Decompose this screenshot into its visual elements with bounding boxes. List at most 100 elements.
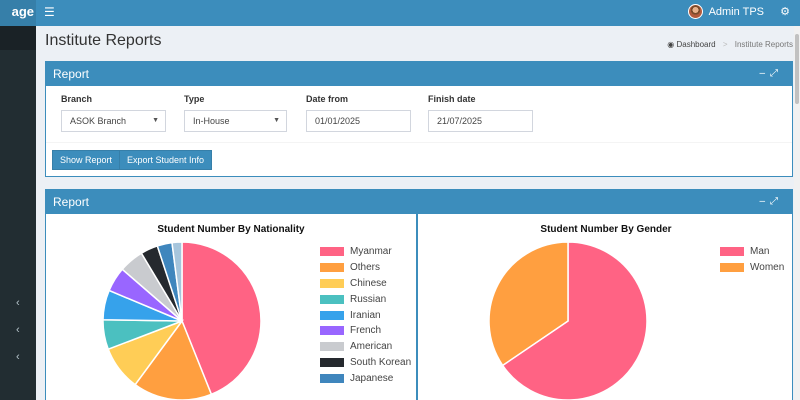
- brand-logo[interactable]: age: [0, 0, 36, 26]
- gender-chart-title: Student Number By Gender: [540, 224, 672, 235]
- gender-legend: Man Women: [720, 244, 784, 276]
- collapse-icon[interactable]: –: [759, 68, 770, 79]
- branch-value: ASOK Branch: [70, 116, 127, 126]
- legend-item-iranian[interactable]: Iranian: [320, 307, 411, 323]
- pie-slice-others[interactable]: [134, 319, 213, 400]
- legend-item-myanmar[interactable]: Myanmar: [320, 244, 411, 260]
- nationality-legend: Myanmar Others Chinese Russian Iranian French…: [320, 244, 411, 386]
- legend-label: South Korean: [350, 356, 412, 368]
- username: Admin TPS: [708, 5, 764, 18]
- filter-form: Branch ASOK Branch ▼ Type In-House ▼ Dat…: [46, 86, 792, 142]
- legend-label: Women: [750, 262, 785, 274]
- legend-item-man[interactable]: Man: [720, 244, 784, 260]
- avatar: [687, 4, 703, 19]
- report-filter-box: Report –⤢ Branch ASOK Branch ▼ Type In-H…: [45, 61, 793, 177]
- legend-item-others[interactable]: Others: [320, 260, 411, 276]
- date-from-label: Date from: [306, 94, 349, 104]
- breadcrumb-current: Institute Reports: [734, 40, 793, 49]
- breadcrumb-separator: >: [722, 40, 728, 49]
- sidebar-toggle-icon[interactable]: ☰: [44, 5, 55, 19]
- date-from-group: Date from 01/01/2025: [306, 94, 411, 132]
- date-from-input[interactable]: 01/01/2025: [306, 110, 411, 132]
- legend-swatch: [320, 247, 344, 257]
- user-menu[interactable]: Admin TPS: [687, 4, 764, 19]
- expand-icon[interactable]: ⤢: [770, 196, 783, 207]
- legend-label: Man: [750, 246, 770, 258]
- finish-date-value: 21/07/2025: [437, 116, 483, 126]
- box-title: Report: [53, 195, 90, 209]
- nationality-chart-title: Student Number By Nationality: [157, 224, 305, 235]
- breadcrumb: ◉ Dashboard > Institute Reports: [667, 40, 793, 49]
- branch-label: Branch: [61, 94, 93, 104]
- pie-slice-myanmar[interactable]: [181, 241, 262, 396]
- pie-slice-man[interactable]: [501, 241, 648, 400]
- brand-text: age: [11, 4, 34, 19]
- finish-date-input[interactable]: 21/07/2025: [428, 110, 533, 132]
- collapse-icon[interactable]: –: [759, 196, 770, 207]
- legend-swatch: [720, 247, 744, 257]
- nationality-pie-chart: [102, 241, 262, 400]
- date-from-value: 01/01/2025: [315, 116, 361, 126]
- pie-slice-women[interactable]: [488, 241, 569, 367]
- legend-item-chinese[interactable]: Chinese: [320, 276, 411, 292]
- sidebar-active-item[interactable]: [0, 26, 36, 50]
- legend-label: Japanese: [350, 372, 394, 384]
- gender-pie-chart: [488, 241, 648, 400]
- button-row: Show Report Export Student Info: [46, 142, 792, 176]
- legend-label: Iranian: [350, 309, 381, 321]
- box-tools: –⤢: [759, 62, 783, 86]
- gears-icon[interactable]: ⚙: [780, 6, 790, 18]
- box-header: Report –⤢: [46, 190, 792, 214]
- box-tools: –⤢: [759, 190, 783, 214]
- chevron-down-icon: ▼: [273, 117, 280, 124]
- legend-item-american[interactable]: American: [320, 339, 411, 355]
- legend-item-japanese[interactable]: Japanese: [320, 370, 411, 386]
- finish-date-label: Finish date: [428, 94, 476, 104]
- legend-item-russian[interactable]: Russian: [320, 291, 411, 307]
- top-navbar: ☰ Admin TPS ⚙: [36, 0, 800, 26]
- finish-date-group: Finish date 21/07/2025: [428, 94, 533, 132]
- legend-label: French: [350, 325, 382, 337]
- page-title: Institute Reports: [45, 32, 162, 49]
- pie-slice-unlabeled-9[interactable]: [171, 241, 183, 322]
- branch-select[interactable]: ASOK Branch ▼: [61, 110, 166, 132]
- type-value: In-House: [193, 116, 230, 126]
- page-scrollbar[interactable]: [794, 26, 800, 400]
- legend-label: Others: [350, 262, 381, 274]
- legend-swatch: [320, 342, 344, 352]
- legend-swatch: [320, 263, 344, 273]
- content-header: Institute Reports ◉ Dashboard > Institut…: [45, 32, 793, 56]
- legend-swatch: [320, 294, 344, 304]
- sidebar-expand-chevron-icon[interactable]: ‹: [16, 297, 20, 309]
- nationality-chart-panel: Student Number By Nationality Myanmar Oth…: [46, 214, 418, 400]
- report-chart-box: Report –⤢ Student Number By Nationality …: [45, 189, 793, 400]
- sidebar-expand-chevron-icon[interactable]: ‹: [16, 351, 20, 363]
- legend-label: Myanmar: [350, 246, 392, 258]
- scrollbar-thumb[interactable]: [795, 34, 799, 104]
- legend-swatch: [720, 263, 744, 273]
- dashboard-icon: ◉: [667, 40, 675, 49]
- legend-swatch: [320, 357, 344, 367]
- legend-swatch: [320, 278, 344, 288]
- legend-swatch: [320, 373, 344, 383]
- legend-label: American: [350, 341, 393, 353]
- type-label: Type: [184, 94, 205, 104]
- charts-area: Student Number By Nationality Myanmar Oth…: [46, 214, 792, 400]
- expand-icon[interactable]: ⤢: [770, 68, 783, 79]
- chevron-down-icon: ▼: [152, 117, 159, 124]
- legend-label: Russian: [350, 293, 387, 305]
- branch-group: Branch ASOK Branch ▼: [61, 94, 166, 132]
- legend-swatch: [320, 326, 344, 336]
- gender-chart-panel: Student Number By Gender Man Women: [420, 214, 792, 400]
- type-group: Type In-House ▼: [184, 94, 287, 132]
- box-header: Report –⤢: [46, 62, 792, 86]
- legend-item-french[interactable]: French: [320, 323, 411, 339]
- breadcrumb-home[interactable]: Dashboard: [676, 40, 716, 49]
- sidebar-expand-chevron-icon[interactable]: ‹: [16, 324, 20, 336]
- export-student-info-button[interactable]: Export Student Info: [119, 150, 213, 170]
- box-title: Report: [53, 67, 90, 81]
- legend-item-south-korean[interactable]: South Korean: [320, 355, 411, 371]
- type-select[interactable]: In-House ▼: [184, 110, 287, 132]
- legend-item-women[interactable]: Women: [720, 260, 784, 276]
- show-report-button[interactable]: Show Report: [52, 150, 121, 170]
